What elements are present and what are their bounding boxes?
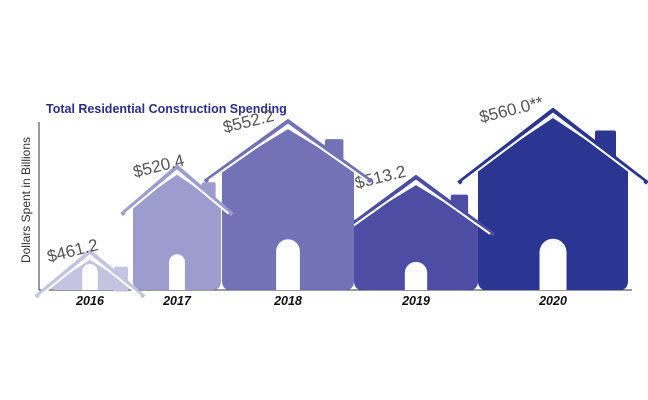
roof-gap [341, 179, 491, 235]
roof-gap [39, 254, 141, 297]
y-axis-label: Dollars Spent in Billions [19, 137, 33, 263]
roof-line [336, 174, 496, 237]
bar [133, 174, 221, 290]
bar [478, 118, 628, 290]
door [404, 261, 428, 290]
house-bars: $560.0**2020$513.22019$552.22018$520.420… [34, 93, 648, 308]
bar [354, 185, 478, 290]
roof-line [120, 164, 234, 217]
roof-gap [124, 169, 230, 215]
x-tick-label: 2019 [401, 294, 430, 308]
chart-title: Total Residential Construction Spending [46, 102, 287, 116]
x-tick-label: 2020 [538, 294, 567, 308]
x-tick-label: 2017 [162, 294, 192, 308]
door [539, 238, 567, 290]
x-tick-label: 2016 [75, 294, 105, 308]
roof-line [457, 107, 648, 185]
door [82, 264, 98, 290]
door [169, 254, 185, 290]
roof-line [34, 249, 146, 299]
roof-gap [461, 112, 645, 183]
door [276, 239, 300, 290]
roof-gap [208, 123, 368, 182]
bar [222, 129, 354, 290]
roof-line [203, 118, 373, 184]
x-tick-label: 2018 [273, 294, 302, 308]
house-2020: $560.0**2020 [457, 93, 648, 308]
